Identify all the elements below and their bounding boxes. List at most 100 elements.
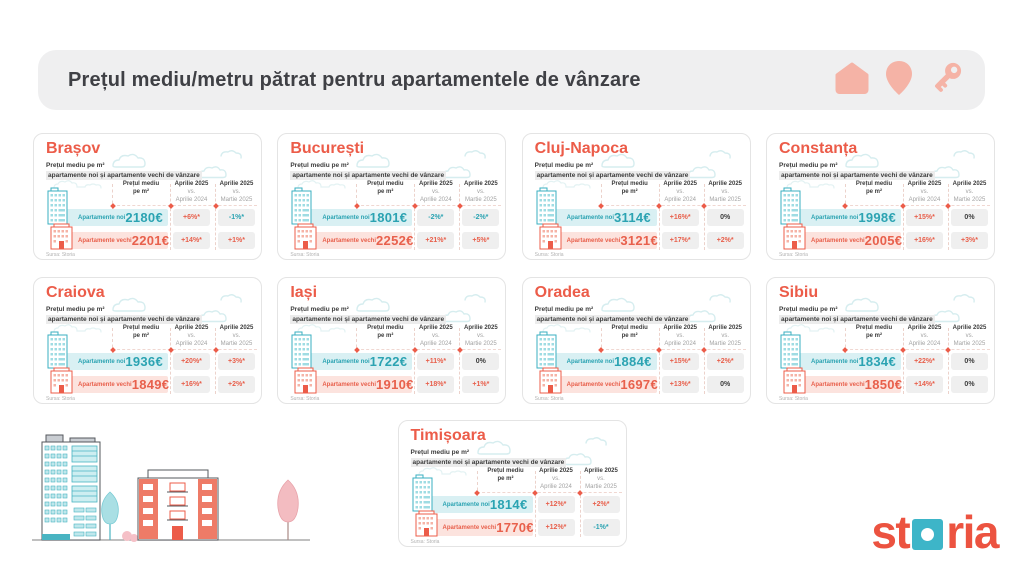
old-apartments-price: 1850€ xyxy=(864,377,903,392)
diamond-marker-icon xyxy=(598,346,604,353)
new-mom-change-badge: 0% xyxy=(950,209,988,226)
new-apartments-row: Apartamente noi 1801€ xyxy=(308,209,413,226)
column-separator xyxy=(947,328,949,394)
old-apartments-label: Apartamente vechi xyxy=(442,524,497,531)
yoy-column-header: Aprilie 2025 vs. Aprilie 2024 xyxy=(418,325,453,348)
old-apartments-label: Apartamente vechi xyxy=(810,381,865,388)
new-apartments-label: Apartamente noi xyxy=(566,214,614,221)
cards-bottom-row: Timișoara Prețul mediu pe m² apartamente… xyxy=(0,420,1024,547)
old-apartments-row: Apartamente vechi 2005€ xyxy=(796,232,902,249)
yoy-column-header: Aprilie 2025 vs. Aprilie 2024 xyxy=(539,468,573,491)
new-mom-change-badge: 0% xyxy=(462,353,500,370)
yoy-column-header: Aprilie 2025 vs. Aprilie 2024 xyxy=(174,181,209,204)
new-yoy-change-badge: +16%* xyxy=(661,209,699,226)
header-banner: Prețul mediu/metru pătrat pentru apartam… xyxy=(38,50,985,110)
city-card: Brașov Prețul mediu pe m² apartamente no… xyxy=(33,133,262,260)
column-separator xyxy=(112,184,113,209)
buildings-icon xyxy=(47,331,73,394)
source-label: Sursa: Storia xyxy=(290,252,320,258)
old-apartments-price: 1697€ xyxy=(620,377,658,392)
old-mom-change-badge: +1%* xyxy=(218,232,255,249)
card-subtitle-bold: Prețul mediu pe m² xyxy=(778,162,838,169)
column-separator xyxy=(902,328,904,394)
diamond-marker-icon xyxy=(842,346,849,353)
old-apartments-row: Apartamente vechi 1697€ xyxy=(552,376,658,393)
old-mom-change-badge: +2%* xyxy=(218,376,255,393)
clouds-decoration xyxy=(845,294,975,323)
city-card: Timișoara Prețul mediu pe m² apartamente… xyxy=(397,420,627,547)
new-apartments-price: 3114€ xyxy=(614,210,651,225)
logo-o-dot-icon xyxy=(921,528,935,541)
header-separator xyxy=(844,349,990,350)
column-separator xyxy=(170,184,171,250)
cloud-small-icon xyxy=(786,180,835,189)
clouds-decoration xyxy=(845,150,975,179)
card-subtitle-bold: Prețul mediu pe m² xyxy=(46,306,105,313)
city-card: Cluj-Napoca Prețul mediu pe m² apartamen… xyxy=(521,133,751,260)
price-column-header: Prețul mediu pe m² xyxy=(487,468,524,483)
new-mom-change-badge: +2%* xyxy=(706,353,744,370)
column-separator xyxy=(112,328,113,353)
old-apartments-price: 2252€ xyxy=(376,233,414,248)
old-mom-change-badge: +2%* xyxy=(706,232,744,249)
new-yoy-change-badge: -2%* xyxy=(417,209,455,226)
card-subtitle-bold: Prețul mediu pe m² xyxy=(534,162,594,169)
source-label: Sursa: Storia xyxy=(778,396,808,402)
city-illustration xyxy=(32,434,310,542)
new-apartments-price: 1722€ xyxy=(369,354,408,369)
column-separator xyxy=(658,328,660,394)
new-apartments-price: 2180€ xyxy=(125,210,163,225)
diamond-marker-icon xyxy=(598,202,604,209)
new-apartments-row: Apartamente noi 1998€ xyxy=(796,209,901,226)
city-name: Cluj-Napoca xyxy=(534,140,628,157)
yoy-column-header: Aprilie 2025 vs. Aprilie 2024 xyxy=(663,181,697,204)
column-separator xyxy=(356,328,358,353)
old-apartments-row: Apartamente vechi 2201€ xyxy=(64,232,170,249)
new-apartments-row: Apartamente noi 1722€ xyxy=(308,353,413,370)
old-apartments-row: Apartamente vechi 1849€ xyxy=(64,376,169,393)
mom-column-header: Aprilie 2025 vs. Martie 2025 xyxy=(463,325,498,348)
mom-column-header: Aprilie 2025 vs. Martie 2025 xyxy=(463,181,498,204)
clouds-decoration xyxy=(356,150,487,179)
new-mom-change-badge: 0% xyxy=(950,353,988,370)
old-apartments-row: Apartamente vechi 1770€ xyxy=(428,519,534,536)
card-subtitle: apartamente noi și apartamente vechi de … xyxy=(778,315,935,324)
column-separator xyxy=(459,328,461,394)
column-separator xyxy=(414,184,416,250)
column-separator xyxy=(579,471,581,537)
storia-logo: st ria xyxy=(871,509,999,555)
new-yoy-change-badge: +6%* xyxy=(173,209,210,226)
card-subtitle-bold: Prețul mediu pe m² xyxy=(290,162,349,169)
new-apartments-row: Apartamente noi 1936€ xyxy=(64,353,168,370)
old-apartments-label: Apartamente vechi xyxy=(78,381,132,388)
old-apartments-price: 2201€ xyxy=(131,233,170,248)
column-separator xyxy=(215,184,216,250)
old-apartments-price: 1770€ xyxy=(496,520,534,535)
mom-column-header: Aprilie 2025 vs. Martie 2025 xyxy=(219,181,254,204)
new-apartments-label: Apartamente noi xyxy=(78,358,126,365)
source-label: Sursa: Storia xyxy=(46,396,75,402)
mom-column-header: Aprilie 2025 vs. Martie 2025 xyxy=(952,325,987,348)
buildings-icon xyxy=(412,474,437,537)
header-separator xyxy=(476,492,622,493)
cloud-small-icon xyxy=(542,180,591,189)
logo-o-square-icon xyxy=(912,519,944,550)
mom-column-header: Aprilie 2025 vs. Martie 2025 xyxy=(219,325,254,348)
city-card: Iași Prețul mediu pe m² apartamente noi … xyxy=(277,277,507,404)
new-mom-change-badge: +2%* xyxy=(582,496,620,513)
header-separator xyxy=(112,205,257,206)
clouds-decoration xyxy=(112,150,242,179)
old-apartments-row: Apartamente vechi 1850€ xyxy=(796,376,903,393)
city-name: Oradea xyxy=(534,284,590,301)
column-separator xyxy=(902,184,904,250)
old-apartments-label: Apartamente vechi xyxy=(78,237,132,244)
header-separator xyxy=(356,205,502,206)
diamond-marker-icon xyxy=(474,489,480,496)
city-card: Craiova Prețul mediu pe m² apartamente n… xyxy=(33,277,262,404)
yoy-column-header: Aprilie 2025 vs. Aprilie 2024 xyxy=(907,181,942,204)
price-column-header: Prețul mediu pe m² xyxy=(122,325,160,340)
new-apartments-price: 1814€ xyxy=(489,497,528,512)
clouds-decoration xyxy=(600,150,731,179)
buildings-icon xyxy=(780,331,806,394)
column-separator xyxy=(534,471,536,537)
